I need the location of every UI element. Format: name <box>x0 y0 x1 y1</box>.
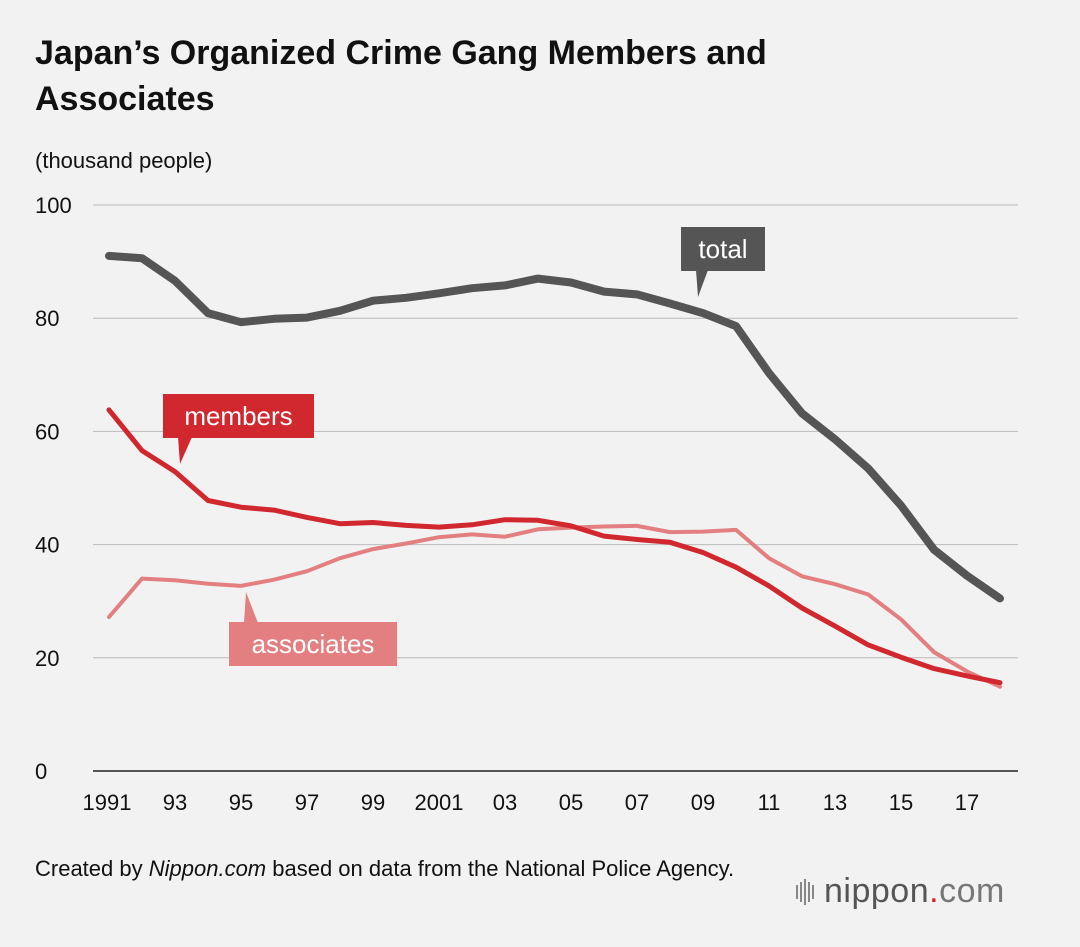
source-site: Nippon.com <box>148 856 267 881</box>
source-note: Created by Nippon.com based on data from… <box>35 854 755 884</box>
x-tick-label: 97 <box>295 790 319 815</box>
series-label-pointer <box>178 437 192 464</box>
source-prefix: Created by <box>35 856 149 881</box>
series-label-text: members <box>184 401 292 431</box>
series-label-pointer <box>244 592 258 623</box>
series-line-members <box>106 407 1003 686</box>
logo-tld: com <box>939 872 1005 910</box>
series-label-members: members <box>163 394 314 464</box>
series-line-total <box>105 251 1004 603</box>
series-label-text: total <box>698 234 747 264</box>
y-tick-label: 100 <box>35 193 72 218</box>
x-tick-label: 93 <box>163 790 187 815</box>
series-label-box <box>229 622 397 666</box>
logo-bars-icon <box>796 878 816 905</box>
x-tick-label: 15 <box>889 790 913 815</box>
x-tick-label: 11 <box>758 790 781 815</box>
x-tick-label: 99 <box>361 790 385 815</box>
series-lines <box>105 251 1004 689</box>
x-tick-label: 07 <box>625 790 649 815</box>
series-label-box <box>163 394 314 438</box>
x-tick-label: 05 <box>559 790 583 815</box>
series-line-associates <box>107 523 1002 689</box>
x-tick-label: 2001 <box>415 790 464 815</box>
logo-name: nippon <box>824 872 930 910</box>
x-tick-label: 1991 <box>83 790 132 815</box>
series-label-associates: associates <box>229 592 397 666</box>
series-label-total: total <box>681 227 765 297</box>
x-axis-ticks: 1991 93 95 97 99 2001 03 05 07 09 11 13 15 17 <box>83 790 980 815</box>
source-suffix: based on data from the National Police A… <box>266 856 735 881</box>
y-tick-label: 60 <box>35 419 59 444</box>
y-axis-unit-label: (thousand people) <box>35 148 213 173</box>
x-tick-label: 17 <box>955 790 979 815</box>
y-tick-label: 40 <box>35 533 59 558</box>
chart-title: Japan’s Organized Crime Gang Members and… <box>35 34 767 118</box>
x-tick-label: 13 <box>823 790 847 815</box>
x-tick-label: 09 <box>691 790 715 815</box>
logo-dot: . <box>929 872 940 910</box>
y-tick-label: 80 <box>35 306 59 331</box>
series-labels: total members associates <box>163 227 765 666</box>
series-label-box <box>681 227 765 271</box>
series-label-text: associates <box>252 629 375 659</box>
y-tick-label: 0 <box>35 759 47 784</box>
y-tick-label: 20 <box>35 646 59 671</box>
gridlines <box>93 204 1018 772</box>
y-axis-ticks: 0 20 40 60 80 100 <box>35 193 72 784</box>
nippon-logo: nippon. com <box>796 872 1005 911</box>
x-tick-label: 95 <box>229 790 253 815</box>
series-label-pointer <box>696 270 708 297</box>
x-tick-label: 03 <box>493 790 517 815</box>
